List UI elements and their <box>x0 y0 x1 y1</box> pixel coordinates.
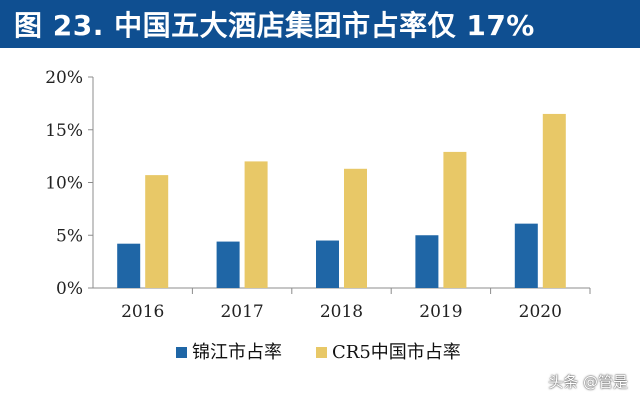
y-tick-label: 5% <box>56 226 83 246</box>
bar-series-2 <box>443 151 467 288</box>
bar-series-2 <box>542 113 566 288</box>
legend-swatch-1 <box>176 347 187 358</box>
x-tick-label: 2017 <box>220 302 263 322</box>
watermark: 头条 @管是 <box>548 373 628 391</box>
x-tick-label: 2016 <box>121 302 164 322</box>
legend-label-2: CR5中国市占率 <box>332 342 461 363</box>
legend-swatch-2 <box>316 347 327 358</box>
x-tick-label: 2018 <box>320 302 363 322</box>
x-tick-label: 2019 <box>419 302 462 322</box>
y-tick-label: 15% <box>45 121 83 141</box>
bar-series-1 <box>117 243 141 288</box>
y-tick-label: 20% <box>45 68 83 88</box>
bar-series-1 <box>415 235 439 288</box>
y-tick-label: 0% <box>56 279 83 299</box>
bar-series-2 <box>244 161 268 288</box>
bar-series-1 <box>216 241 240 288</box>
bar-series-1 <box>514 223 538 288</box>
bar-series-2 <box>344 168 367 288</box>
bar-series-1 <box>316 240 339 288</box>
chart-title: 图 23. 中国五大酒店集团市占率仅 17% <box>0 0 640 48</box>
bar-series-2 <box>145 175 169 288</box>
bar-chart: 0% 5% 10% 15% 20% 2016 2017 2018 2019 2020 锦江市占率 CR… <box>45 68 591 363</box>
x-tick-label: 2020 <box>519 302 562 322</box>
y-tick-label: 10% <box>45 174 83 194</box>
legend-label-1: 锦江市占率 <box>192 342 282 363</box>
